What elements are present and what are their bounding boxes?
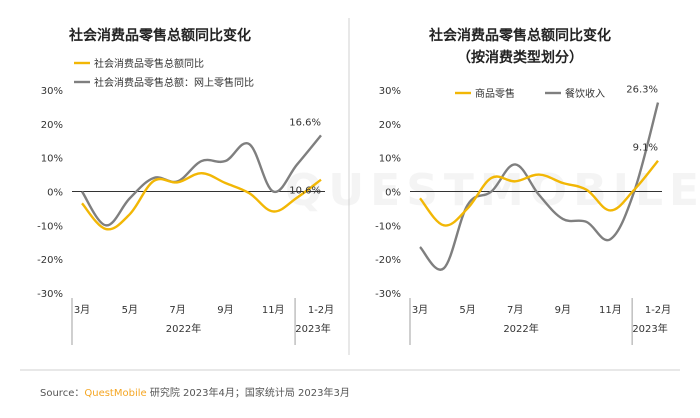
series-line-yellow xyxy=(81,172,322,231)
legend-label: 餐饮收入 xyxy=(565,87,605,100)
y-tick-label: 30% xyxy=(41,86,63,97)
y-tick-label: -10% xyxy=(375,221,401,232)
year-label: 2022年 xyxy=(166,322,201,335)
y-tick-label: -30% xyxy=(375,289,401,300)
year-label: 2023年 xyxy=(295,322,330,335)
x-tick-label: 3月 xyxy=(412,304,428,316)
x-tick-label: 9月 xyxy=(217,304,233,316)
y-tick-label: 0% xyxy=(385,188,401,199)
x-tick-label: 1-2月 xyxy=(645,304,671,316)
x-tick-label: 11月 xyxy=(262,304,285,316)
source-prefix: Source： xyxy=(40,388,84,399)
chart-1: 社会消费品零售总额同比变化 30% 20% 10% 0% -10% -20% -30% 3月 5月… xyxy=(37,27,334,345)
legend-label: 社会消费品零售总额：网上零售同比 xyxy=(94,76,254,89)
data-label: 26.3% xyxy=(626,85,658,96)
x-tick-label: 7月 xyxy=(507,304,523,316)
x-tick-label: 7月 xyxy=(169,304,185,316)
x-tick-label: 3月 xyxy=(74,304,90,316)
source-brand: QuestMobile xyxy=(84,388,146,399)
x-tick-label: 11月 xyxy=(599,304,622,316)
data-label: 10.6% xyxy=(289,186,321,197)
legend-label: 商品零售 xyxy=(475,87,515,100)
y-tick-label: -10% xyxy=(37,221,63,232)
y-tick-label: -20% xyxy=(375,255,401,266)
y-tick-label: 20% xyxy=(41,120,63,131)
chart-title-line: （按消费类型划分） xyxy=(457,49,583,66)
chart-title-line: 社会消费品零售总额同比变化 xyxy=(428,27,611,44)
dividers xyxy=(20,18,680,371)
chart-title-line: 社会消费品零售总额同比变化 xyxy=(68,27,251,44)
y-tick-label: 30% xyxy=(379,86,401,97)
y-tick-label: 0% xyxy=(47,188,63,199)
y-tick-label: -20% xyxy=(37,255,63,266)
series-line-gray xyxy=(419,102,660,271)
y-tick-label: 10% xyxy=(379,154,401,165)
x-tick-label: 5月 xyxy=(459,304,475,316)
x-tick-label: 5月 xyxy=(122,304,138,316)
series-line-gray xyxy=(80,134,322,227)
source-note: Source：QuestMobile 研究院 2023年4月；国家统计局 202… xyxy=(40,386,350,399)
legend-label: 社会消费品零售总额同比 xyxy=(94,57,204,70)
y-tick-label: 10% xyxy=(41,154,63,165)
year-label: 2023年 xyxy=(632,322,667,335)
data-label: 16.6% xyxy=(289,117,321,128)
series-line-yellow xyxy=(419,159,659,227)
chart-2: 社会消费品零售总额同比变化 （按消费类型划分） 30% 20% 10% 0% -10% -20… xyxy=(375,27,671,345)
x-tick-label: 1-2月 xyxy=(308,304,334,316)
y-tick-label: -30% xyxy=(37,289,63,300)
source-suffix: 研究院 2023年4月；国家统计局 2023年3月 xyxy=(147,386,350,399)
y-tick-label: 20% xyxy=(379,120,401,131)
year-label: 2022年 xyxy=(503,322,538,335)
data-label: 9.1% xyxy=(633,143,658,154)
chart-panels: 社会消费品零售总额同比变化 30% 20% 10% 0% -10% -20% -30% 3月 5月… xyxy=(37,27,671,345)
x-tick-label: 9月 xyxy=(555,304,571,316)
